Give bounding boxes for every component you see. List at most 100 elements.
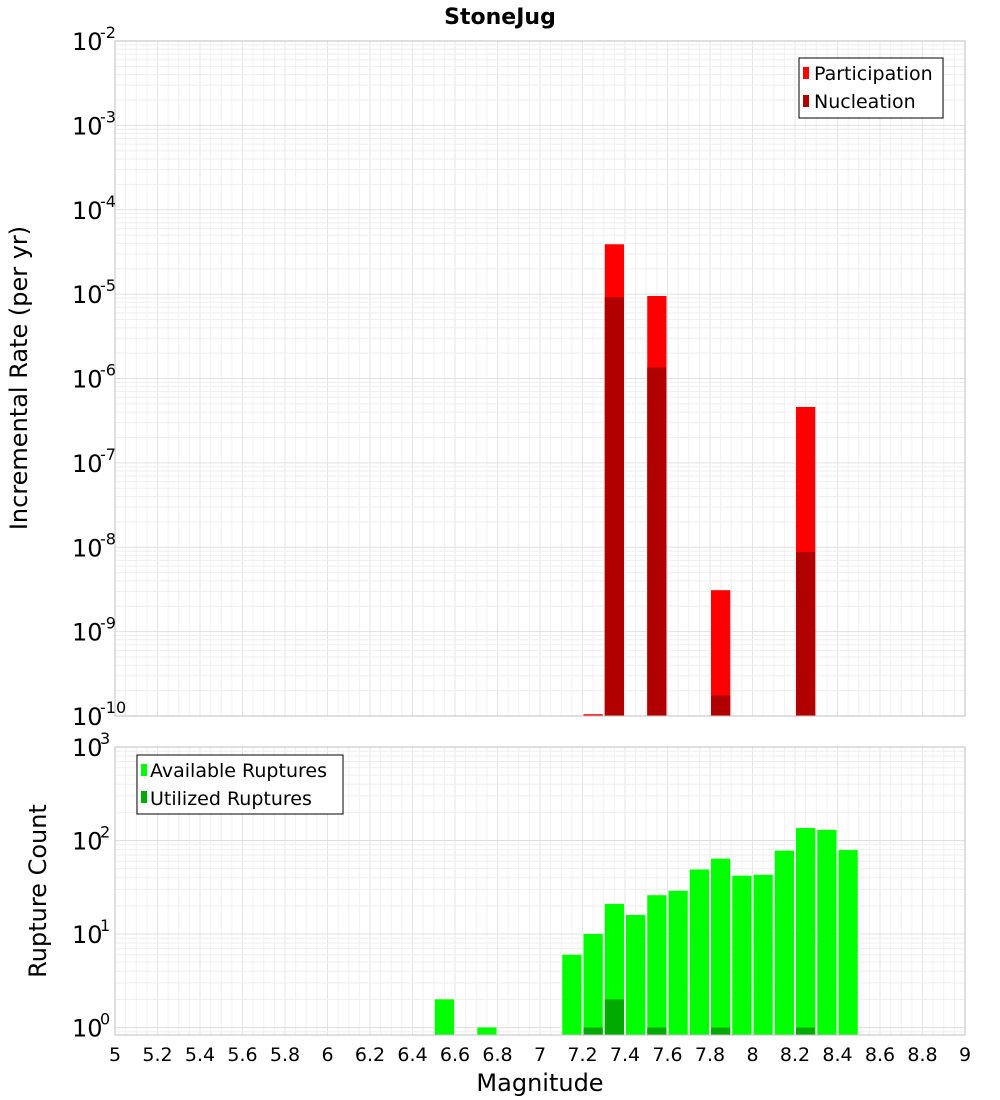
x-tick-label: 5.2	[142, 1044, 172, 1066]
bar-available-ruptures	[477, 1027, 497, 1035]
rate-y-tick-label: 10	[72, 197, 103, 225]
rate-y-tick-exponent: -8	[100, 529, 116, 548]
rate-y-tick-label: 10	[72, 703, 103, 731]
count-legend: Available Ruptures Utilized Ruptures	[136, 754, 344, 815]
x-tick-label: 6.8	[482, 1044, 512, 1066]
count-y-tick-label: 10	[72, 1015, 103, 1043]
count-y-tick-exponent: 1	[100, 916, 110, 935]
count-y-tick-exponent: 2	[100, 823, 110, 842]
bar-available-ruptures	[668, 890, 688, 1035]
bar-available-ruptures	[434, 999, 454, 1035]
x-tick-label: 5.6	[227, 1044, 257, 1066]
bar-available-ruptures	[711, 858, 731, 1035]
rate-y-tick-label: 10	[72, 534, 103, 562]
rate-legend-box	[798, 57, 944, 119]
legend-label-available: Available Ruptures	[150, 760, 327, 782]
x-tick-label: 7.6	[652, 1044, 682, 1066]
rate-y-axis-label: Incremental Rate (per yr)	[5, 226, 33, 530]
x-tick-label: 6.2	[355, 1044, 385, 1066]
bar-nucleation	[796, 551, 816, 716]
bar-nucleation	[604, 297, 624, 716]
x-tick-label: 8.6	[865, 1044, 895, 1066]
bar-participation	[711, 590, 731, 716]
legend-swatch-participation	[803, 67, 809, 79]
bar-available-ruptures	[689, 869, 709, 1035]
x-tick-label: 7.8	[695, 1044, 725, 1066]
legend-swatch-utilized	[141, 791, 147, 803]
x-tick-label: 5.8	[270, 1044, 300, 1066]
rate-plot-frame	[114, 40, 966, 717]
legend-label-nucleation: Nucleation	[814, 91, 916, 113]
legend-label-utilized: Utilized Ruptures	[150, 788, 312, 810]
count-y-axis-label: Rupture Count	[24, 804, 52, 978]
bar-utilized-ruptures	[604, 999, 624, 1035]
count-y-tick-label: 10	[72, 828, 103, 856]
rate-gridlines	[114, 41, 966, 717]
count-y-tick-label: 10	[72, 921, 103, 949]
rate-y-tick-label: 10	[72, 450, 103, 478]
count-y-tick-label: 10	[72, 734, 103, 762]
count-y-tick-exponent: 3	[100, 729, 110, 748]
x-tick-label: 8.2	[780, 1044, 810, 1066]
x-tick-label: 8.4	[822, 1044, 852, 1066]
count-bars	[434, 828, 858, 1035]
rate-y-tick-exponent: -4	[100, 192, 116, 211]
rate-y-tick-exponent: -2	[100, 23, 116, 42]
rate-y-tick-exponent: -5	[100, 276, 116, 295]
x-tick-label: 6.6	[440, 1044, 470, 1066]
bar-available-ruptures	[817, 829, 837, 1035]
count-plot-frame	[114, 746, 966, 1036]
legend-label-participation: Participation	[814, 63, 933, 85]
bar-available-ruptures	[753, 874, 773, 1035]
x-tick-label: 8.8	[907, 1044, 937, 1066]
count-y-tick-exponent: 0	[100, 1010, 110, 1029]
x-tick-label: 9	[959, 1044, 971, 1066]
x-tick-label: 7.4	[610, 1044, 640, 1066]
x-tick-label: 7.2	[567, 1044, 597, 1066]
count-legend-box	[136, 754, 344, 815]
legend-swatch-available	[141, 764, 147, 776]
bar-utilized-ruptures	[647, 1027, 667, 1035]
bar-nucleation	[711, 695, 731, 716]
bar-utilized-ruptures	[711, 1027, 731, 1035]
bar-participation	[583, 714, 603, 716]
bar-available-ruptures	[796, 828, 816, 1035]
bar-utilized-ruptures	[796, 1027, 816, 1035]
rate-bars	[583, 244, 816, 717]
x-tick-label: 5	[109, 1044, 121, 1066]
rate-y-tick-exponent: -7	[100, 445, 116, 464]
bar-utilized-ruptures	[583, 1027, 603, 1035]
bar-available-ruptures	[626, 914, 646, 1035]
rate-y-tick-label: 10	[72, 28, 103, 56]
rate-y-tick-exponent: -6	[100, 361, 116, 380]
rate-y-tick-exponent: -9	[100, 614, 116, 633]
x-tick-label: 6.4	[397, 1044, 427, 1066]
rate-legend: Participation Nucleation	[798, 57, 944, 119]
rate-y-tick-label: 10	[72, 619, 103, 647]
rate-y-tick-exponent: -10	[100, 698, 126, 717]
x-tick-label: 6	[321, 1044, 333, 1066]
bar-available-ruptures	[583, 934, 603, 1035]
bar-available-ruptures	[732, 875, 752, 1035]
x-tick-label: 7	[534, 1044, 546, 1066]
bar-available-ruptures	[647, 895, 667, 1035]
bar-available-ruptures	[774, 850, 794, 1035]
x-axis-ticks: 5 5.2 5.4 5.6 5.8 6 6.2 6.4 6.6 6.8 7 7.2 7.4 7.6 7.8 8…	[109, 1044, 971, 1066]
x-tick-label: 8	[746, 1044, 758, 1066]
rate-y-tick-label: 10	[72, 112, 103, 140]
x-tick-label: 5.4	[185, 1044, 215, 1066]
x-axis-label: Magnitude	[476, 1069, 603, 1097]
rate-y-tick-label: 10	[72, 366, 103, 394]
bar-nucleation	[647, 367, 667, 716]
legend-swatch-nucleation	[803, 95, 809, 107]
bar-available-ruptures	[838, 850, 858, 1035]
rate-y-tick-exponent: -3	[100, 107, 116, 126]
rate-y-tick-label: 10	[72, 281, 103, 309]
chart-title: StoneJug	[444, 5, 556, 30]
bar-available-ruptures	[562, 954, 582, 1035]
